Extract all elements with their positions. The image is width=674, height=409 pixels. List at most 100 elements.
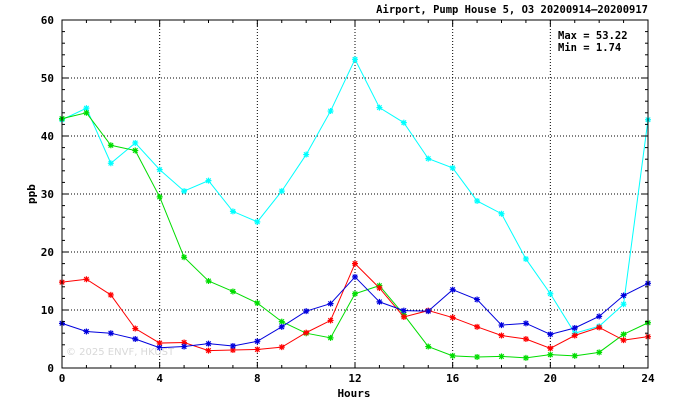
- chart-title: Airport, Pump House 5, O3 20200914–20200…: [376, 4, 648, 16]
- data-point-green: [620, 331, 627, 338]
- data-point-red: [181, 339, 188, 346]
- data-point-red: [449, 314, 456, 321]
- data-point-green: [156, 193, 163, 200]
- data-point-cyan: [474, 197, 481, 204]
- data-point-blue: [181, 343, 188, 350]
- data-point-blue: [400, 307, 407, 314]
- data-point-red: [474, 323, 481, 330]
- data-point-cyan: [156, 166, 163, 173]
- data-point-red: [352, 260, 358, 267]
- data-point-green: [254, 300, 261, 307]
- data-point-green: [229, 288, 236, 295]
- data-point-green: [327, 334, 334, 341]
- y-tick-label: 10: [41, 304, 54, 317]
- max-stat: Max = 53.22: [558, 30, 628, 42]
- data-point-blue: [620, 292, 627, 299]
- data-point-cyan: [498, 210, 505, 217]
- data-point-green: [83, 109, 90, 116]
- data-point-red: [571, 332, 578, 339]
- x-tick-label: 24: [641, 372, 655, 385]
- x-tick-label: 20: [544, 372, 557, 385]
- data-point-blue: [449, 286, 456, 293]
- data-point-red: [107, 291, 114, 298]
- data-point-blue: [352, 273, 358, 280]
- data-point-red: [278, 344, 285, 351]
- data-point-red: [83, 276, 90, 283]
- y-tick-label: 60: [41, 14, 54, 27]
- data-point-blue: [474, 296, 481, 303]
- data-point-red: [620, 337, 627, 344]
- data-point-green: [205, 278, 212, 284]
- data-point-green: [571, 352, 578, 359]
- data-point-green: [132, 147, 139, 154]
- data-point-cyan: [547, 290, 554, 297]
- data-point-blue: [254, 338, 261, 345]
- data-point-cyan: [303, 151, 310, 158]
- data-point-cyan: [449, 164, 456, 171]
- data-point-cyan: [132, 139, 139, 146]
- data-point-green: [352, 290, 358, 297]
- data-point-red: [303, 329, 310, 336]
- data-point-cyan: [620, 301, 627, 308]
- data-point-blue: [522, 320, 529, 327]
- series-blue: [59, 273, 651, 351]
- data-point-cyan: [522, 255, 529, 262]
- data-point-blue: [571, 324, 578, 331]
- data-point-cyan: [107, 160, 114, 167]
- data-point-green: [107, 142, 114, 149]
- data-point-green: [596, 349, 603, 356]
- data-point-red: [229, 347, 236, 354]
- axis-layer: 0 4 8 12 16 20 24 0 10 20 30 40 50 60: [41, 14, 655, 385]
- y-tick-label: 0: [47, 362, 54, 375]
- data-point-cyan: [278, 188, 285, 195]
- data-point-cyan: [327, 108, 334, 115]
- data-point-cyan: [400, 119, 407, 126]
- y-tick-label: 20: [41, 246, 54, 259]
- data-point-green: [278, 318, 285, 325]
- data-point-green: [449, 352, 456, 359]
- x-tick-label: 4: [156, 372, 163, 385]
- data-point-blue: [327, 300, 334, 307]
- data-point-red: [400, 313, 407, 320]
- y-tick-label: 50: [41, 72, 54, 85]
- data-point-red: [327, 317, 334, 324]
- data-point-cyan: [425, 155, 432, 162]
- x-tick-label: 16: [446, 372, 460, 385]
- data-point-green: [425, 343, 432, 350]
- data-point-blue: [156, 344, 163, 351]
- data-point-blue: [132, 336, 139, 342]
- series-layer: [59, 56, 651, 361]
- data-point-cyan: [254, 218, 261, 225]
- data-point-blue: [425, 308, 432, 315]
- data-point-red: [376, 284, 383, 291]
- x-tick-label: 12: [348, 372, 361, 385]
- data-point-blue: [376, 298, 383, 305]
- watermark: © 2025 ENVF, HKUST: [66, 347, 175, 358]
- data-point-blue: [596, 313, 603, 320]
- x-tick-label: 0: [59, 372, 66, 385]
- data-point-green: [522, 354, 529, 361]
- data-point-red: [547, 345, 554, 352]
- data-point-cyan: [376, 104, 383, 111]
- data-point-green: [498, 353, 505, 360]
- data-point-blue: [205, 340, 212, 347]
- data-point-red: [156, 340, 163, 347]
- y-axis-title: ppb: [25, 184, 38, 204]
- data-point-blue: [278, 323, 285, 330]
- data-point-cyan: [229, 208, 236, 215]
- grid-layer: [62, 20, 648, 368]
- data-point-green: [547, 351, 554, 358]
- data-point-cyan: [181, 188, 188, 195]
- data-point-cyan: [83, 105, 90, 112]
- x-axis-title: Hours: [337, 387, 370, 400]
- data-point-red: [205, 347, 212, 354]
- data-point-blue: [547, 331, 554, 338]
- data-point-blue: [498, 322, 505, 329]
- data-point-cyan: [352, 56, 358, 63]
- data-point-red: [522, 336, 529, 342]
- data-point-red: [596, 324, 603, 331]
- data-point-green: [474, 353, 481, 360]
- series-red: [59, 260, 651, 354]
- data-point-green: [181, 254, 188, 261]
